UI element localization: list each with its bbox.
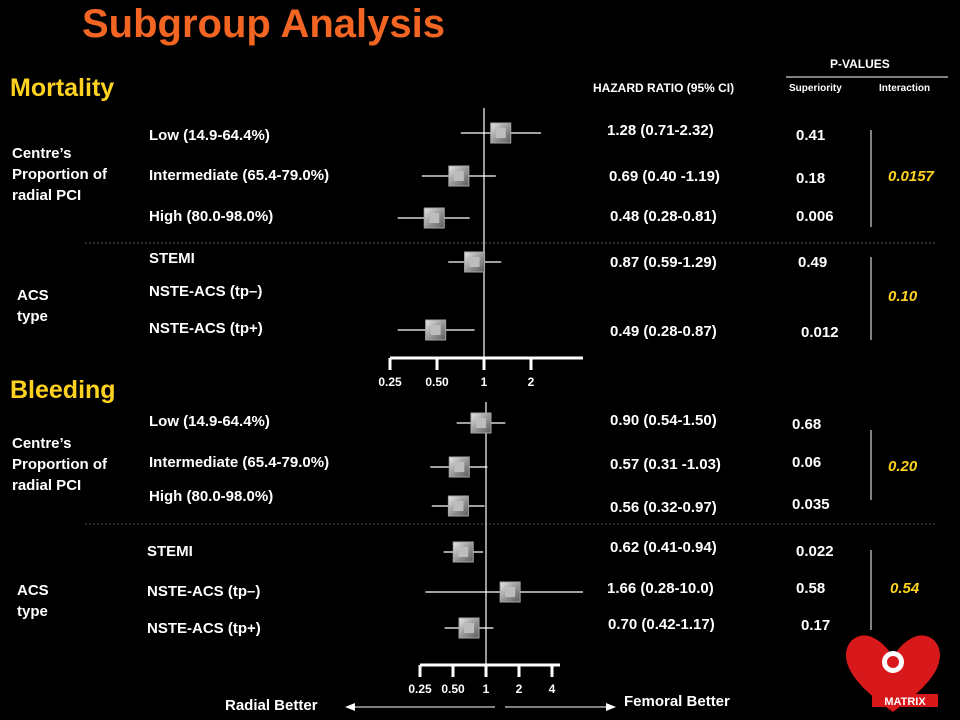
superiority-p-value: 0.17 xyxy=(801,617,831,634)
row-label: Low (14.9-64.4%) xyxy=(149,127,270,144)
hazard-ratio-marker-face xyxy=(464,623,475,633)
section-title-mortality: Mortality xyxy=(10,74,115,102)
x-tick-label: 1 xyxy=(483,682,490,696)
interaction-header: Interaction xyxy=(879,83,931,94)
x-tick-label: 0.50 xyxy=(441,682,465,696)
superiority-p-value: 0.18 xyxy=(796,170,826,187)
interaction-p-value: 0.20 xyxy=(888,458,918,475)
hazard-ratio-marker-face xyxy=(454,462,465,472)
hazard-ratio-value: 0.56 (0.32-0.97) xyxy=(610,499,717,516)
row-label: Low (14.9-64.4%) xyxy=(149,413,270,430)
hazard-ratio-marker-face xyxy=(505,587,516,597)
row-label: High (80.0-98.0%) xyxy=(149,208,274,225)
group-label-mortality-centre: Centre’s Proportion of radial PCI xyxy=(12,145,107,204)
superiority-p-value: 0.012 xyxy=(801,324,839,341)
interaction-p-value: 0.54 xyxy=(890,580,920,597)
superiority-p-value: 0.006 xyxy=(796,208,834,225)
superiority-p-value: 0.41 xyxy=(796,127,826,144)
x-tick-label: 0.25 xyxy=(408,682,432,696)
row-label: STEMI xyxy=(147,543,193,560)
row-label: NSTE-ACS (tp+) xyxy=(147,620,261,637)
superiority-p-value: 0.022 xyxy=(796,543,834,560)
hazard-ratio-value: 0.62 (0.41-0.94) xyxy=(610,539,717,556)
row-label: Intermediate (65.4-79.0%) xyxy=(149,167,330,184)
hazard-ratio-value: 0.90 (0.54-1.50) xyxy=(610,412,717,429)
group-label-bleeding-centre: Centre’s Proportion of radial PCI xyxy=(12,435,107,494)
group-label-mortality-acs: ACS type xyxy=(17,287,49,325)
superiority-p-value: 0.49 xyxy=(798,254,828,271)
interaction-p-value: 0.10 xyxy=(888,288,918,305)
heart-logo-icon: MATRIX xyxy=(846,635,940,712)
x-tick-label: 2 xyxy=(516,682,523,696)
hazard-ratio-value: 1.66 (0.28-10.0) xyxy=(607,580,714,597)
page-title: Subgroup Analysis xyxy=(82,2,446,46)
hazard-ratio-value: 0.70 (0.42-1.17) xyxy=(608,616,715,633)
row-label: NSTE-ACS (tp–) xyxy=(149,283,263,300)
row-label: High (80.0-98.0%) xyxy=(149,488,274,505)
hazard-ratio-marker-face xyxy=(475,418,486,428)
row-label: NSTE-ACS (tp+) xyxy=(149,320,263,337)
superiority-p-value: 0.68 xyxy=(792,416,822,433)
group-label-bleeding-acs: ACS type xyxy=(17,582,49,620)
row-label: Intermediate (65.4-79.0%) xyxy=(149,454,330,471)
hazard-ratio-value: 0.48 (0.28-0.81) xyxy=(610,208,717,225)
radial-better-label: Radial Better xyxy=(225,697,318,714)
superiority-p-value: 0.035 xyxy=(792,496,830,513)
superiority-p-value: 0.06 xyxy=(792,454,822,471)
x-tick-label: 1 xyxy=(481,375,488,389)
hazard-ratio-marker-face xyxy=(429,213,440,223)
row-label: NSTE-ACS (tp–) xyxy=(147,583,261,600)
femoral-better-arrowhead xyxy=(606,703,616,711)
logo-text: MATRIX xyxy=(884,696,926,708)
radial-better-arrowhead xyxy=(345,703,355,711)
hazard-ratio-value: 1.28 (0.71-2.32) xyxy=(607,122,714,139)
hazard-ratio-value: 0.69 (0.40 -1.19) xyxy=(609,168,720,185)
row-label: STEMI xyxy=(149,250,195,267)
hazard-ratio-marker-face xyxy=(469,257,480,267)
femoral-better-label: Femoral Better xyxy=(624,693,730,710)
x-tick-label: 0.50 xyxy=(425,375,449,389)
x-tick-label: 4 xyxy=(549,682,556,696)
interaction-p-value: 0.0157 xyxy=(888,168,934,185)
section-title-bleeding: Bleeding xyxy=(10,376,116,404)
hazard-ratio-value: 0.87 (0.59-1.29) xyxy=(610,254,717,271)
hazard-ratio-marker-face xyxy=(458,547,469,557)
hazard-ratio-marker-face xyxy=(453,501,464,511)
x-tick-label: 0.25 xyxy=(378,375,402,389)
hazard-ratio-marker-face xyxy=(453,171,464,181)
hazard-ratio-marker-face xyxy=(430,325,441,335)
superiority-header: Superiority xyxy=(789,83,842,94)
hazard-ratio-value: 0.57 (0.31 -1.03) xyxy=(610,456,721,473)
hazard-ratio-header: HAZARD RATIO (95% CI) xyxy=(593,81,735,95)
x-tick-label: 2 xyxy=(528,375,535,389)
superiority-p-value: 0.58 xyxy=(796,580,826,597)
p-values-header: P-VALUES xyxy=(830,57,890,71)
hazard-ratio-marker-face xyxy=(495,128,506,138)
hazard-ratio-value: 0.49 (0.28-0.87) xyxy=(610,323,717,340)
